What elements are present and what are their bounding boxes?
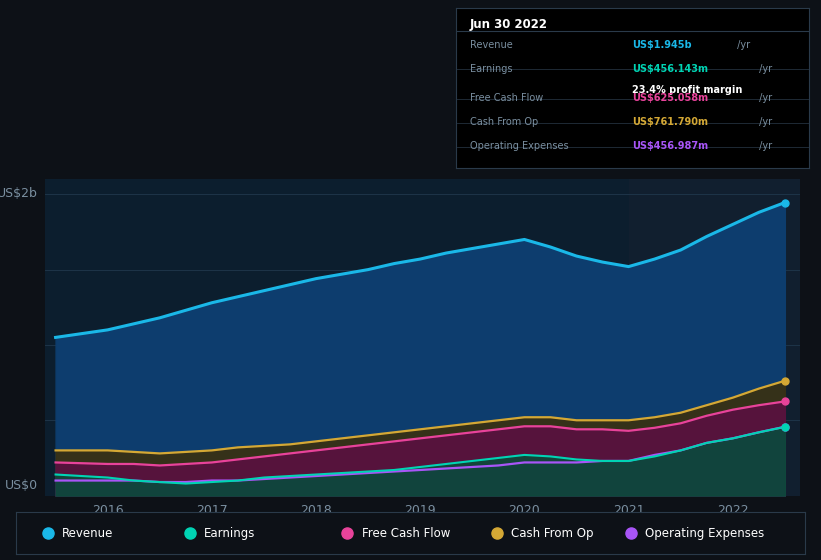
Text: Free Cash Flow: Free Cash Flow bbox=[361, 527, 450, 540]
Text: Jun 30 2022: Jun 30 2022 bbox=[470, 18, 548, 31]
Text: Earnings: Earnings bbox=[470, 64, 512, 74]
Bar bbox=[629, 179, 800, 496]
Text: US$0: US$0 bbox=[4, 479, 38, 492]
Text: Revenue: Revenue bbox=[470, 40, 512, 50]
Text: US$456.143m: US$456.143m bbox=[632, 64, 709, 74]
Text: Operating Expenses: Operating Expenses bbox=[470, 141, 568, 151]
Text: US$2b: US$2b bbox=[0, 187, 38, 200]
Text: US$1.945b: US$1.945b bbox=[632, 40, 692, 50]
Text: Free Cash Flow: Free Cash Flow bbox=[470, 93, 543, 103]
Text: /yr: /yr bbox=[734, 40, 750, 50]
Text: Cash From Op: Cash From Op bbox=[511, 527, 594, 540]
Text: Operating Expenses: Operating Expenses bbox=[645, 527, 764, 540]
Text: 23.4% profit margin: 23.4% profit margin bbox=[632, 85, 742, 95]
Text: /yr: /yr bbox=[756, 64, 773, 74]
Text: /yr: /yr bbox=[756, 93, 773, 103]
Text: Cash From Op: Cash From Op bbox=[470, 117, 538, 127]
Text: Revenue: Revenue bbox=[62, 527, 113, 540]
Text: US$625.058m: US$625.058m bbox=[632, 93, 709, 103]
Text: US$456.987m: US$456.987m bbox=[632, 141, 709, 151]
Text: /yr: /yr bbox=[756, 117, 773, 127]
Text: /yr: /yr bbox=[756, 141, 773, 151]
Text: US$761.790m: US$761.790m bbox=[632, 117, 709, 127]
Text: Earnings: Earnings bbox=[204, 527, 255, 540]
